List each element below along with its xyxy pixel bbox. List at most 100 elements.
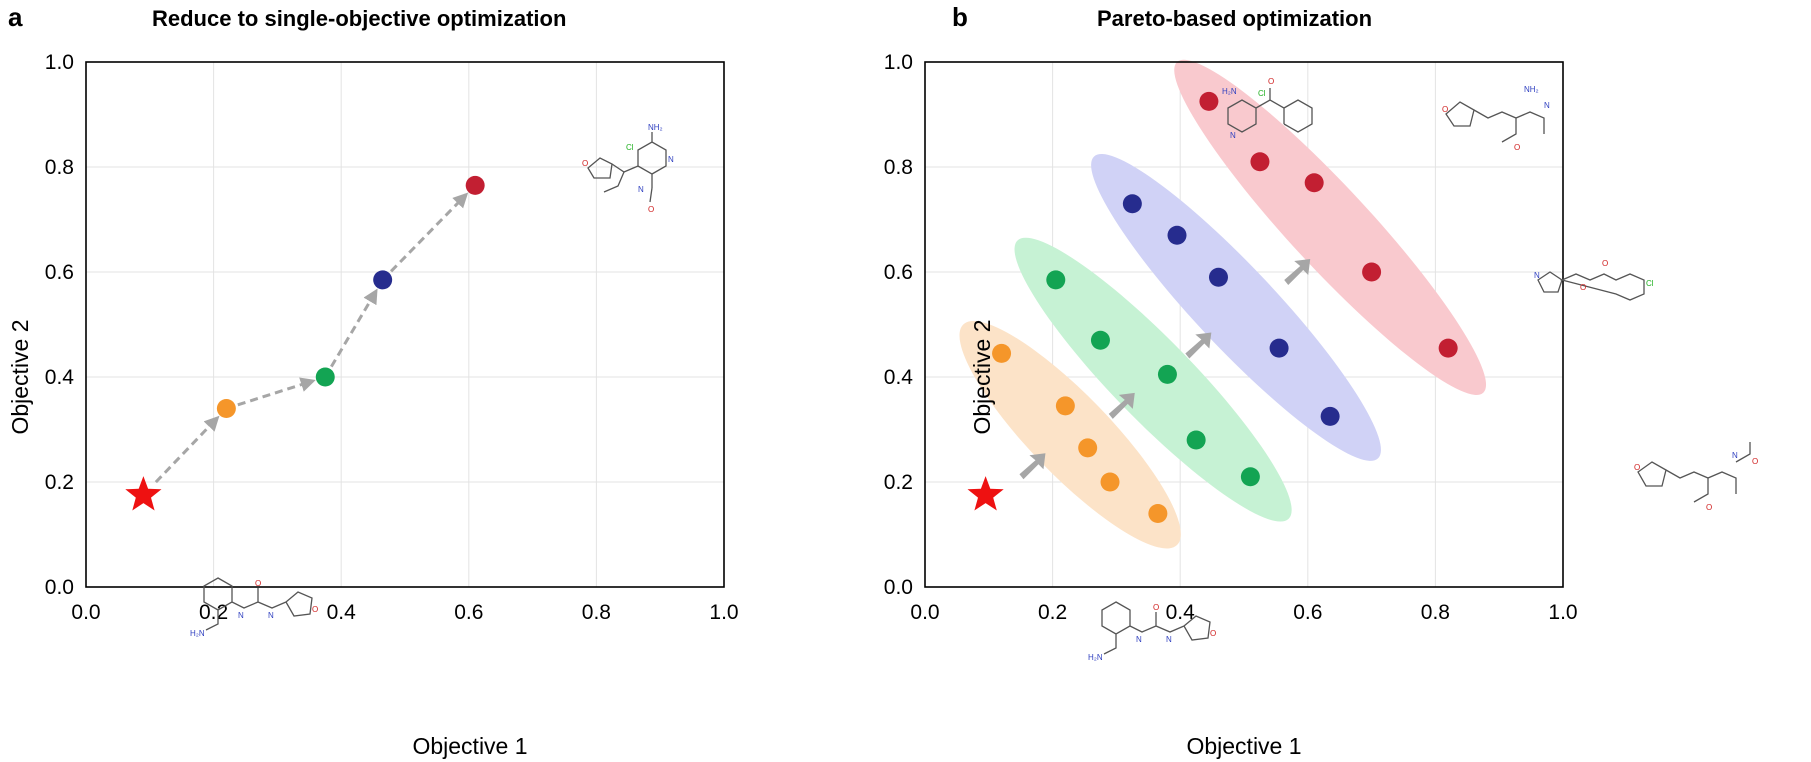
- data-point-red: [465, 175, 485, 195]
- svg-text:O: O: [1580, 283, 1586, 292]
- path-arrow: [154, 415, 220, 484]
- svg-text:N: N: [1136, 635, 1142, 644]
- data-point-orange: [1100, 472, 1120, 492]
- pareto-front-band: [1174, 59, 1487, 395]
- x-tick-label: 0.2: [199, 601, 228, 624]
- progress-arrow: [1019, 453, 1046, 480]
- data-point-blue: [1320, 406, 1340, 426]
- data-point-blue: [1167, 225, 1187, 245]
- pareto-front-band: [959, 321, 1181, 549]
- x-tick-label: 0.0: [910, 601, 939, 624]
- start-star-marker: [967, 476, 1004, 511]
- x-tick-label: 0.4: [327, 601, 357, 624]
- svg-text:O: O: [1268, 77, 1274, 86]
- svg-text:NH₂: NH₂: [1524, 85, 1539, 94]
- data-point-red: [1199, 91, 1219, 111]
- svg-text:N: N: [238, 611, 244, 620]
- y-tick-label: 0.0: [45, 576, 74, 599]
- panel-b-title: Pareto-based optimization: [1097, 6, 1372, 31]
- x-tick-label: 0.6: [454, 601, 483, 624]
- svg-text:N: N: [1166, 635, 1172, 644]
- svg-text:O: O: [1752, 457, 1758, 466]
- progress-arrow: [1185, 332, 1212, 359]
- data-point-red: [1250, 152, 1270, 172]
- svg-text:O: O: [1706, 503, 1712, 512]
- data-point-green: [1157, 364, 1177, 384]
- y-tick-label: 0.6: [884, 261, 913, 284]
- data-point-green: [1186, 430, 1206, 450]
- panel-a-y-axis-label: Objective 2: [7, 319, 33, 434]
- svg-text:O: O: [582, 159, 588, 168]
- panel-b-plot: 0.0 0.2 0.4 0.6 0.8 1.0 0.0 0.2 0.4 0.6 0.8 1.0: [884, 51, 1578, 624]
- data-point-blue: [1269, 338, 1289, 358]
- y-tick-label: 0.0: [884, 576, 913, 599]
- x-tick-label: 0.4: [1166, 601, 1196, 624]
- panel-a-x-axis-label: Objective 1: [412, 733, 527, 759]
- y-tick-label: 0.4: [884, 366, 914, 389]
- progress-arrow: [1108, 392, 1135, 419]
- start-star-marker: [125, 476, 162, 511]
- svg-text:N: N: [268, 611, 274, 620]
- y-tick-label: 1.0: [45, 51, 74, 74]
- x-tick-label: 0.8: [1421, 601, 1450, 624]
- y-tick-label: 0.2: [45, 471, 74, 494]
- y-tick-label: 0.4: [45, 366, 75, 389]
- panel-b-letter: b: [952, 2, 968, 32]
- path-arrow: [389, 192, 469, 273]
- svg-text:O: O: [1153, 603, 1159, 612]
- molecule-red-a: O Cl NH₂ N N O: [582, 123, 674, 214]
- y-tick-label: 0.6: [45, 261, 74, 284]
- plot-frame: [85, 61, 725, 588]
- molecule-start-b: H₂N N O N O: [1088, 601, 1216, 662]
- svg-text:N: N: [1732, 451, 1738, 460]
- data-point-blue: [373, 270, 393, 290]
- data-point-red: [1304, 173, 1324, 193]
- data-point-orange: [1055, 396, 1075, 416]
- x-tick-label: 1.0: [1548, 601, 1577, 624]
- x-tick-label: 0.8: [582, 601, 611, 624]
- x-tick-label: 0.6: [1293, 601, 1322, 624]
- svg-text:NH₂: NH₂: [648, 123, 663, 132]
- panel-b-y-axis-label: Objective 2: [969, 319, 995, 434]
- x-tick-label: 1.0: [709, 601, 738, 624]
- svg-text:Cl: Cl: [1258, 89, 1266, 98]
- svg-text:N: N: [638, 185, 644, 194]
- y-tick-label: 0.8: [45, 156, 74, 179]
- data-point-green: [1046, 270, 1066, 290]
- data-point-orange: [216, 399, 236, 418]
- panel-a-title: Reduce to single-objective optimization: [152, 6, 566, 31]
- pareto-front-band: [1014, 237, 1292, 522]
- svg-text:N: N: [1544, 101, 1550, 110]
- x-tick-label: 0.0: [71, 601, 100, 624]
- molecule-bottom-right-b: O N O O: [1634, 442, 1758, 512]
- path-arrow: [237, 377, 316, 407]
- data-point-green: [1090, 330, 1110, 350]
- y-tick-label: 1.0: [884, 51, 913, 74]
- svg-text:N: N: [668, 155, 674, 164]
- path-arrow: [330, 288, 378, 368]
- data-point-green: [315, 367, 335, 387]
- progress-arrow: [1284, 259, 1311, 285]
- svg-text:O: O: [1442, 105, 1448, 114]
- data-point-orange: [1148, 504, 1168, 523]
- svg-text:O: O: [1514, 143, 1520, 152]
- data-point-red: [1362, 262, 1382, 282]
- data-point-blue: [1208, 267, 1228, 287]
- svg-text:Cl: Cl: [1646, 279, 1654, 288]
- svg-text:O: O: [312, 605, 318, 614]
- x-tick-label: 0.2: [1038, 601, 1067, 624]
- data-point-orange: [1078, 438, 1098, 458]
- molecule-start-a: H₂N N O N O: [190, 577, 318, 638]
- panel-a-plot: 0.0 0.2 0.4 0.6 0.8 1.0 0.0 0.2 0.4 0.6 0.8 1.0: [45, 51, 739, 624]
- svg-text:O: O: [648, 205, 654, 214]
- y-tick-label: 0.2: [884, 471, 913, 494]
- svg-text:Cl: Cl: [626, 143, 634, 152]
- data-point-green: [1240, 467, 1260, 487]
- molecule-middle-right-b: N O O Cl: [1534, 259, 1654, 301]
- svg-text:N: N: [1230, 131, 1236, 140]
- data-point-blue: [1122, 194, 1142, 214]
- panel-a: a Reduce to single-objective optimizatio…: [7, 2, 739, 759]
- svg-text:O: O: [1634, 463, 1640, 472]
- y-tick-label: 0.8: [884, 156, 913, 179]
